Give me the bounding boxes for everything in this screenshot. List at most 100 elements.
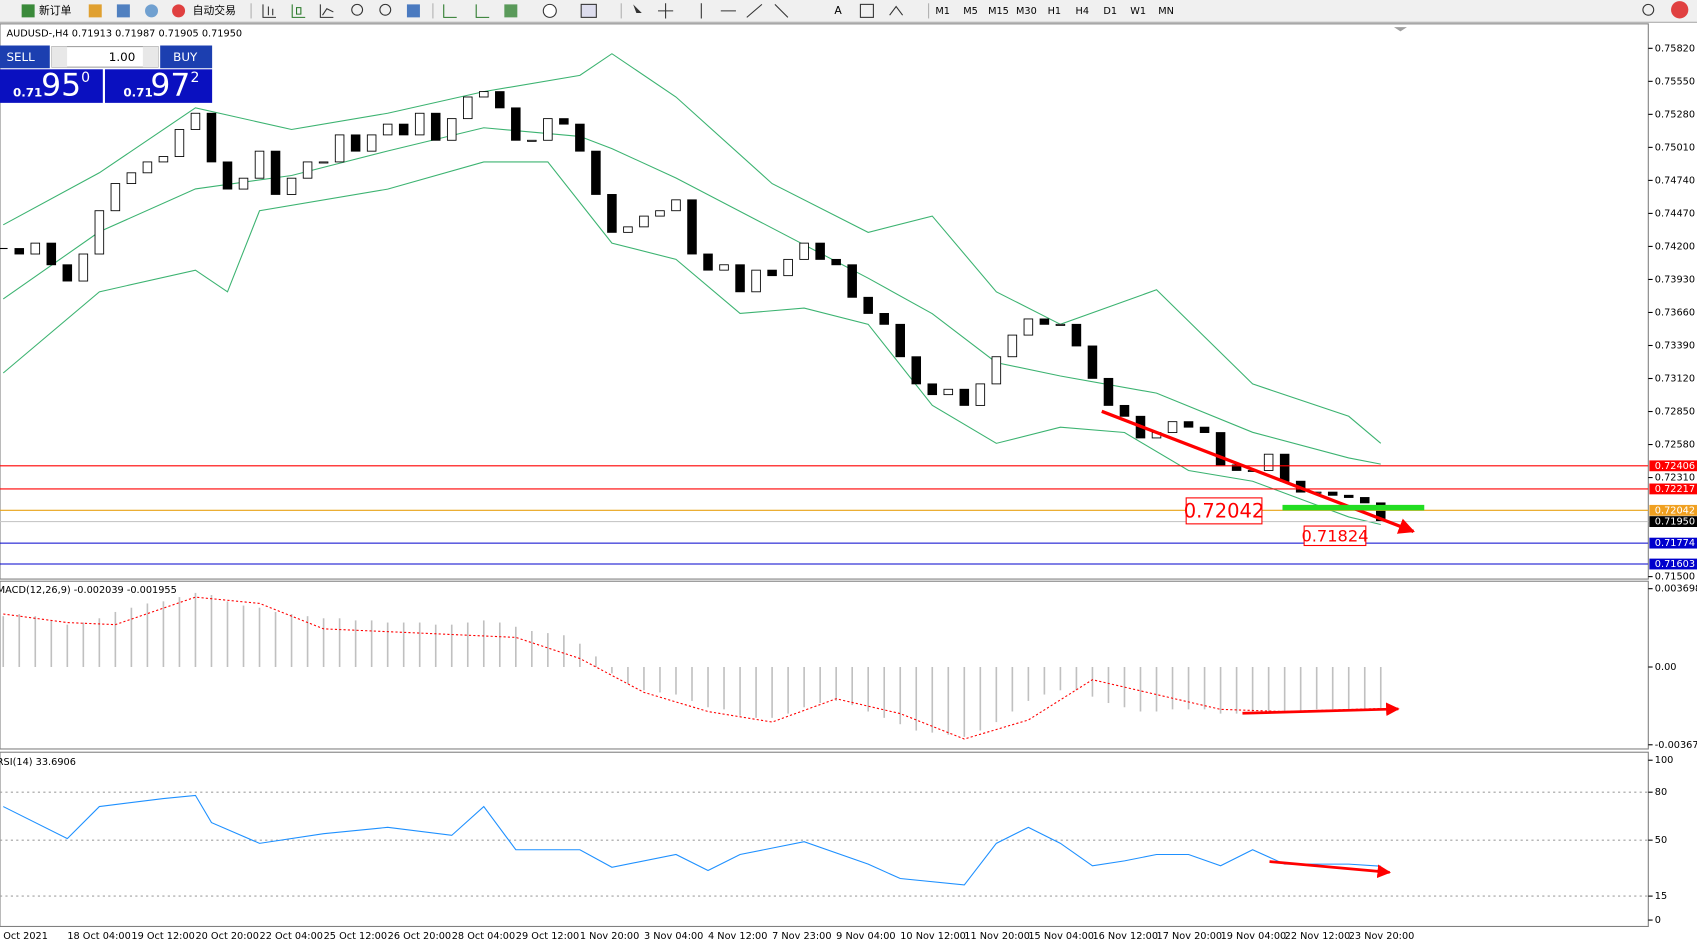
scroll-button[interactable] — [443, 4, 490, 18]
macd-arrow — [1242, 702, 1400, 717]
arrows-tool[interactable] — [889, 5, 904, 16]
candle — [831, 258, 841, 266]
candle — [703, 253, 713, 271]
y-tick-label: 0.75280 — [1655, 109, 1695, 120]
line-chart-button[interactable] — [319, 4, 334, 18]
buy-price-main[interactable]: 97 — [150, 68, 190, 104]
y-tick-label: 0.75010 — [1655, 142, 1695, 153]
candle — [382, 123, 393, 136]
label-tool[interactable] — [859, 3, 874, 18]
new-order-button[interactable]: 新订单 — [39, 3, 72, 17]
lot-value[interactable]: 1.00 — [109, 50, 135, 64]
macd-header: MACD(12,26,9) -0.002039 -0.001955 — [0, 585, 177, 596]
timeframe-button[interactable]: M1 — [935, 6, 950, 17]
candle — [735, 264, 745, 293]
price-level-tag — [1649, 460, 1697, 472]
indicators-button[interactable] — [504, 4, 518, 18]
buy-price-box[interactable] — [104, 69, 213, 103]
timeframe-button[interactable]: M5 — [963, 6, 978, 17]
x-tick-label: 19 Nov 04:00 — [1221, 931, 1287, 942]
periods-button[interactable] — [542, 3, 557, 18]
candle — [799, 242, 809, 260]
candle — [783, 258, 793, 277]
timeframe-button[interactable]: M30 — [1016, 6, 1037, 17]
timeframe-button[interactable]: M15 — [988, 6, 1009, 17]
zoom-in-button[interactable] — [351, 3, 364, 16]
buy-price-point[interactable]: 2 — [190, 70, 199, 86]
x-tick-label: 9 Nov 04:00 — [836, 931, 895, 942]
indicator-line — [2, 161, 1381, 526]
sell-button[interactable] — [0, 45, 50, 69]
x-tick-label: 20 Oct 20:00 — [195, 931, 258, 942]
lot-down[interactable] — [51, 46, 68, 68]
auto-trading-icon[interactable] — [172, 4, 186, 18]
price-level-label: 0.72217 — [1655, 484, 1695, 495]
timeframe-button[interactable]: H4 — [1076, 6, 1090, 17]
trade-panel: SELL 1.00 BUY 0.71 95 0 0.71 97 2 — [0, 45, 213, 104]
candle — [62, 264, 73, 282]
toolbar-icon[interactable] — [116, 4, 130, 18]
toolbar-icon[interactable] — [88, 4, 102, 18]
templates-button[interactable] — [580, 3, 597, 18]
tile-button[interactable] — [406, 4, 420, 18]
sell-label[interactable]: SELL — [6, 50, 35, 64]
y-tick-label: 15 — [1655, 891, 1667, 902]
y-tick-label: 0.73660 — [1655, 307, 1695, 318]
y-tick-label: 0.71500 — [1655, 572, 1695, 583]
drawing-tools[interactable] — [700, 3, 789, 19]
price-level-label: 0.71774 — [1655, 538, 1695, 549]
lot-up[interactable] — [142, 46, 159, 68]
toolbar — [0, 0, 1697, 22]
auto-trading-button[interactable]: 自动交易 — [193, 3, 236, 17]
x-tick-label: 15 Nov 04:00 — [1028, 931, 1094, 942]
sell-price-prefix[interactable]: 0.71 — [13, 86, 42, 100]
candle — [1103, 377, 1114, 406]
buy-price-prefix[interactable]: 0.71 — [123, 86, 152, 100]
y-tick-label: 50 — [1655, 835, 1667, 846]
buy-label[interactable]: BUY — [173, 50, 198, 64]
candle — [991, 356, 1002, 385]
candle — [94, 210, 105, 255]
candle — [1327, 491, 1338, 496]
lot-input[interactable] — [51, 46, 159, 68]
crosshair-button[interactable] — [658, 3, 674, 19]
x-tick-label: 29 Oct 12:00 — [516, 931, 579, 942]
timeframe-button[interactable]: W1 — [1130, 6, 1146, 17]
timeframe-button[interactable]: D1 — [1103, 6, 1117, 17]
x-tick-label: 16 Nov 12:00 — [1092, 931, 1158, 942]
candle — [751, 269, 761, 293]
sell-price-point[interactable]: 0 — [81, 70, 90, 86]
timeframe-button[interactable]: MN — [1158, 6, 1174, 17]
x-tick-label: 22 Oct 04:00 — [260, 931, 323, 942]
y-tick-label: 0.73120 — [1655, 374, 1695, 385]
candle — [14, 248, 25, 255]
candle — [911, 356, 922, 385]
indicator-line — [3, 794, 1381, 886]
candle-chart-button[interactable] — [291, 4, 306, 18]
search-button[interactable] — [1642, 3, 1655, 16]
candle — [927, 383, 938, 396]
candle — [206, 112, 217, 163]
x-tick-label: 4 Nov 12:00 — [708, 931, 767, 942]
zoom-out-button[interactable] — [379, 3, 392, 16]
rsi-arrow — [1269, 860, 1391, 879]
sell-price-main[interactable]: 95 — [41, 68, 81, 104]
candle — [1023, 318, 1034, 336]
candle — [1167, 421, 1178, 433]
candle — [847, 264, 857, 298]
candle — [1039, 318, 1050, 325]
price-level-label: 0.72406 — [1655, 461, 1695, 472]
candle — [398, 123, 409, 136]
bar-chart-button[interactable] — [262, 4, 276, 18]
timeframe-button[interactable]: H1 — [1048, 6, 1062, 17]
candle — [270, 150, 281, 195]
y-tick-label: 0 — [1655, 915, 1661, 926]
notification-badge[interactable] — [1671, 1, 1689, 19]
toolbar-icon[interactable] — [145, 4, 159, 18]
text-tool[interactable]: A — [834, 4, 842, 17]
buy-button[interactable] — [160, 45, 213, 69]
new-order-icon[interactable] — [21, 4, 35, 18]
candle — [1199, 426, 1210, 433]
sell-price-box[interactable] — [0, 69, 103, 103]
